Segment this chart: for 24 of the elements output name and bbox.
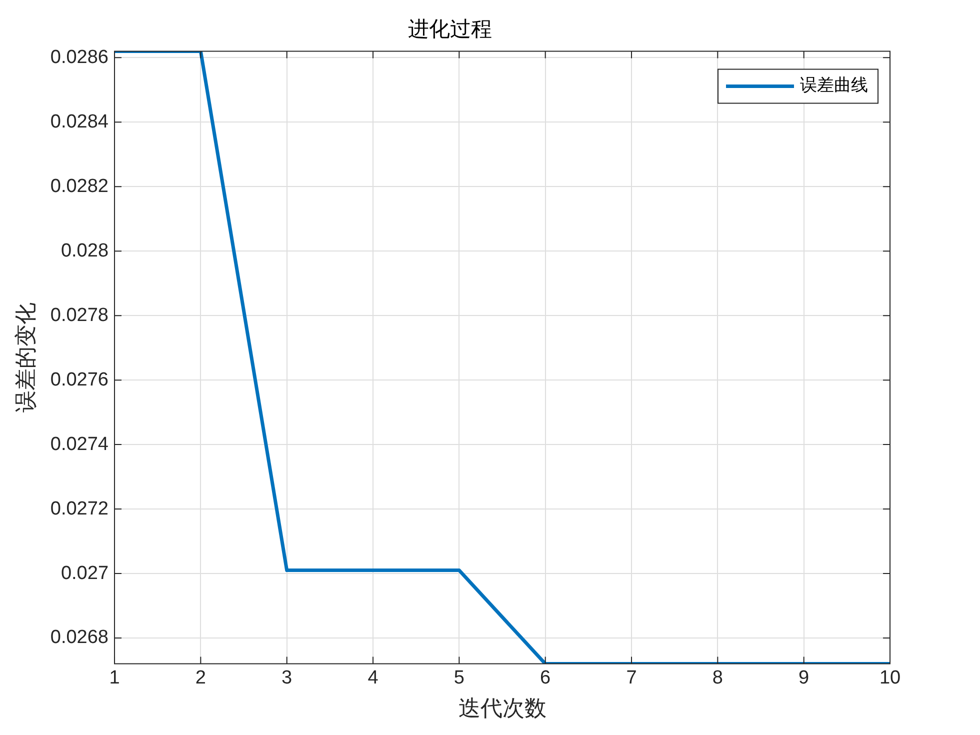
x-tick-label: 4	[368, 667, 379, 688]
x-tick-label: 9	[798, 667, 810, 688]
legend-label: 误差曲线	[800, 76, 868, 95]
y-tick-label: 0.0274	[50, 434, 109, 455]
y-tick-label: 0.0286	[50, 46, 109, 68]
x-tick-label: 6	[540, 667, 551, 688]
y-axis-title: 误差的变化	[12, 302, 38, 412]
y-tick-label: 0.0276	[50, 369, 109, 390]
x-tick-label: 5	[454, 667, 464, 688]
y-tick-label: 0.027	[60, 562, 109, 584]
y-tick-label: 0.0278	[50, 304, 109, 326]
y-tick-label: 0.0282	[50, 176, 109, 197]
y-tick-label: 0.028	[60, 240, 109, 262]
y-tick-label: 0.0272	[50, 498, 109, 520]
x-tick-label: 8	[712, 667, 723, 688]
x-tick-label: 7	[626, 667, 637, 688]
y-tick-label: 0.0268	[50, 627, 109, 648]
x-tick-label: 3	[282, 667, 292, 688]
y-tick-label: 0.0284	[50, 111, 109, 132]
x-tick-label: 2	[195, 667, 206, 688]
x-tick-label: 10	[879, 667, 901, 688]
x-axis-title: 迭代次数	[458, 696, 546, 721]
chart-title: 进化过程	[408, 17, 492, 42]
x-tick-label: 1	[109, 667, 120, 688]
